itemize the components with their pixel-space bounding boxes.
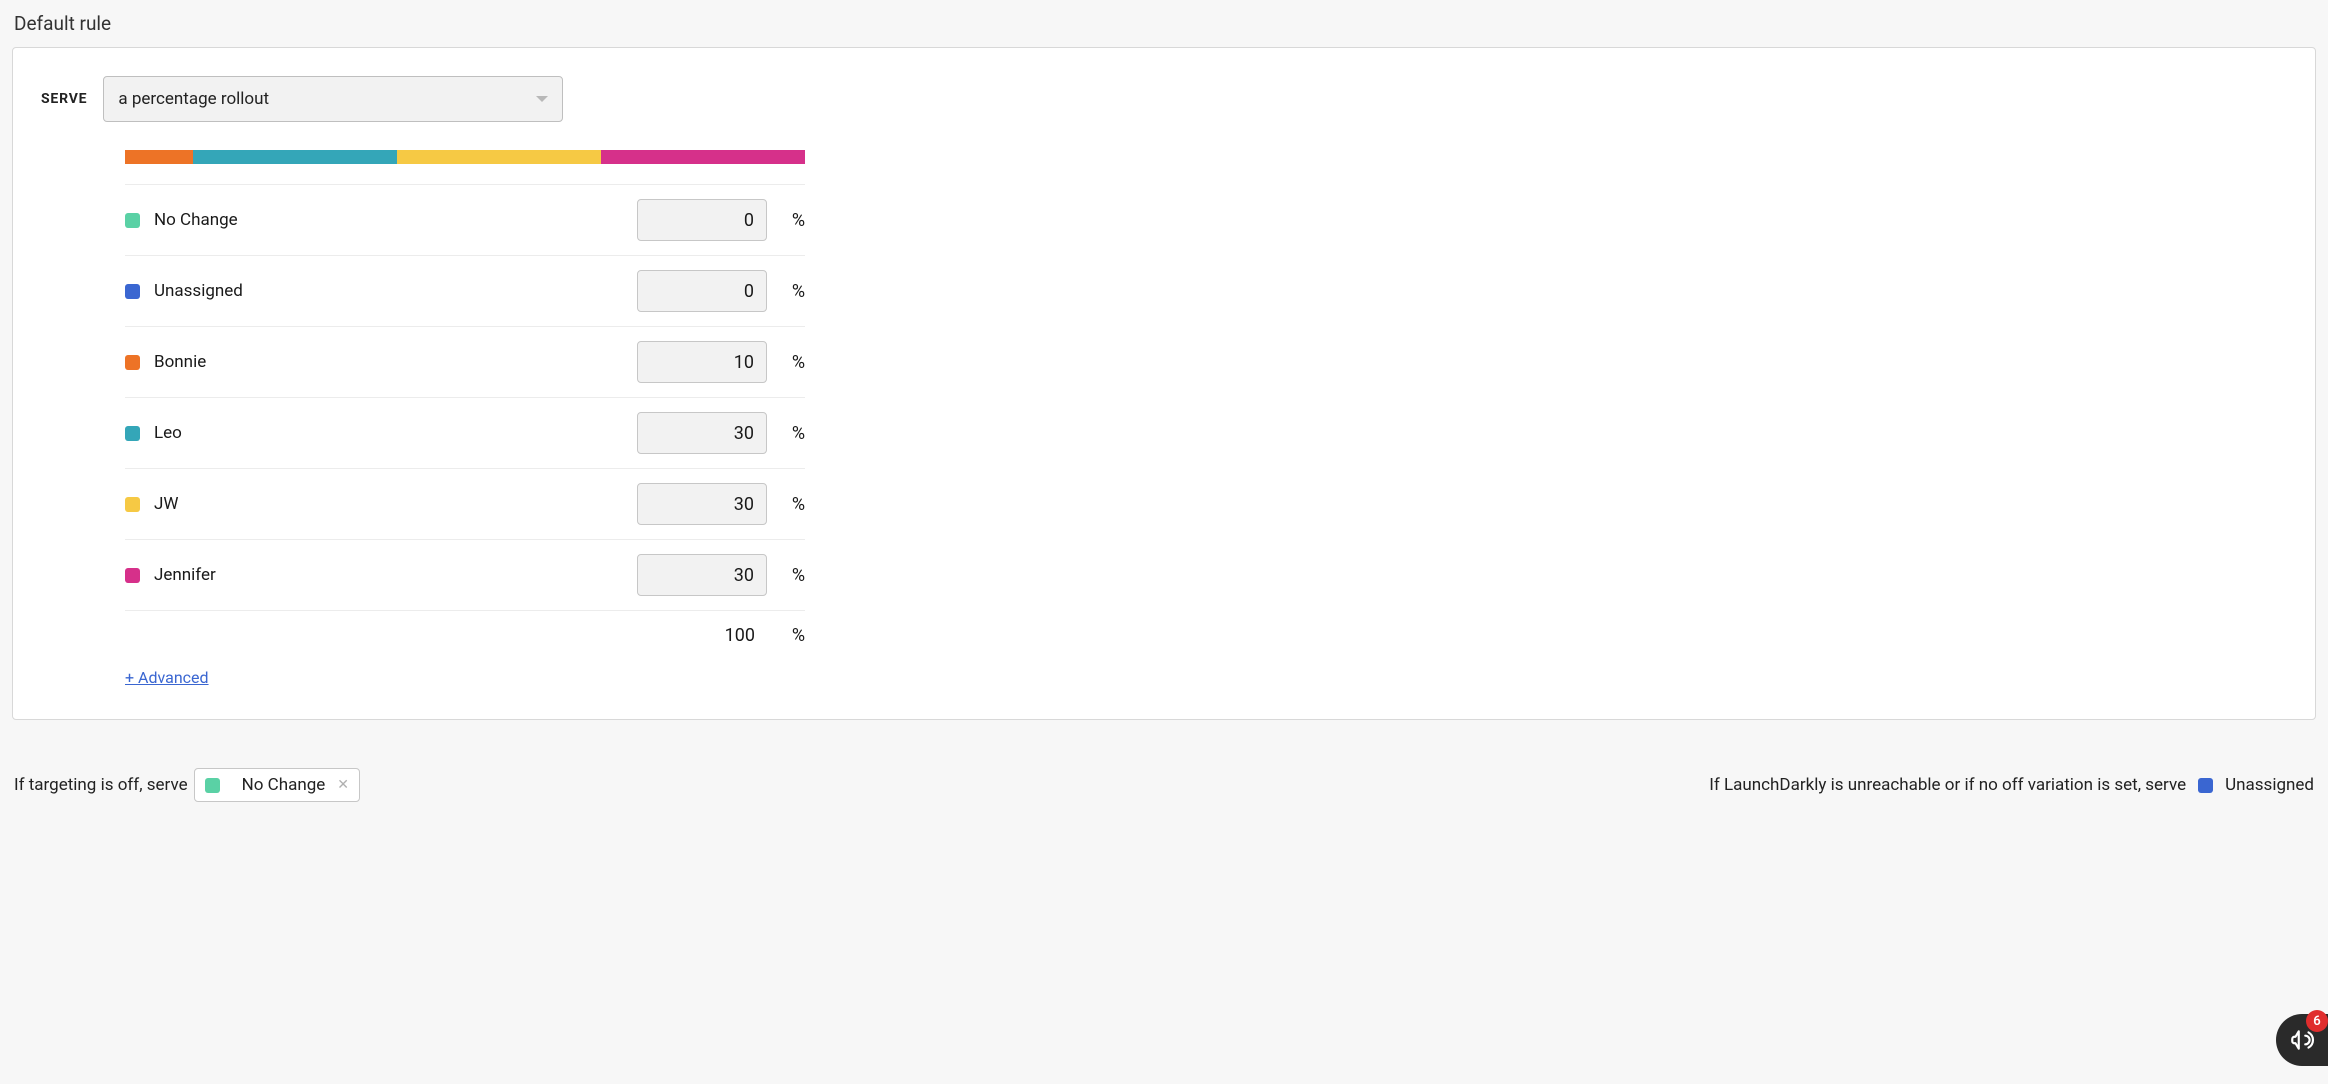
variation-swatch (125, 355, 140, 370)
variation-row: No Change% (125, 184, 805, 255)
variation-label: Unassigned (154, 281, 637, 301)
variation-row: Leo% (125, 397, 805, 468)
targeting-off-value: No Change (242, 775, 326, 795)
bar-segment (397, 150, 601, 164)
variation-list: No Change%Unassigned%Bonnie%Leo%JW%Jenni… (125, 184, 805, 654)
variation-swatch (125, 284, 140, 299)
variation-row: Unassigned% (125, 255, 805, 326)
footer-unreachable-value: Unassigned (2225, 775, 2314, 795)
chevron-down-icon (536, 96, 548, 102)
megaphone-icon (2289, 1027, 2315, 1053)
variation-swatch (125, 213, 140, 228)
rollout-stacked-bar (125, 150, 805, 164)
footer-unreachable-prefix: If LaunchDarkly is unreachable or if no … (1709, 775, 2186, 795)
serve-row: SERVE a percentage rollout (41, 76, 2287, 122)
variation-total-value: 100 (637, 625, 767, 646)
percent-sign: % (777, 565, 805, 586)
default-rule-card: SERVE a percentage rollout No Change%Una… (12, 47, 2316, 720)
footer-targeting-off: If targeting is off, serve No Change ✕ (14, 768, 360, 802)
percent-sign: % (777, 281, 805, 302)
announcements-badge: 6 (2306, 1010, 2328, 1032)
bar-segment (125, 150, 193, 164)
percent-sign: % (777, 625, 805, 646)
footer-unreachable: If LaunchDarkly is unreachable or if no … (1709, 775, 2314, 795)
rollout-area: No Change%Unassigned%Bonnie%Leo%JW%Jenni… (125, 150, 805, 687)
variation-swatch (125, 568, 140, 583)
announcements-button[interactable]: 6 (2276, 1014, 2328, 1066)
variation-row: Jennifer% (125, 539, 805, 610)
clear-icon[interactable]: ✕ (337, 777, 349, 793)
targeting-off-select[interactable]: No Change ✕ (194, 768, 360, 802)
variation-percent-input[interactable] (637, 270, 767, 312)
footer-targeting-off-prefix: If targeting is off, serve (14, 775, 188, 795)
variation-label: JW (154, 494, 637, 514)
variation-percent-input[interactable] (637, 554, 767, 596)
percent-sign: % (777, 423, 805, 444)
variation-row: Bonnie% (125, 326, 805, 397)
variation-total-row: .100% (125, 610, 805, 654)
percent-sign: % (777, 494, 805, 515)
variation-label: Jennifer (154, 565, 637, 585)
bar-segment (193, 150, 397, 164)
variation-swatch (2198, 778, 2213, 793)
variation-percent-input[interactable] (637, 199, 767, 241)
variation-swatch (205, 778, 220, 793)
variation-swatch (125, 426, 140, 441)
serve-label: SERVE (41, 91, 87, 107)
variation-label: No Change (154, 210, 637, 230)
advanced-link[interactable]: + Advanced (125, 668, 209, 687)
variation-percent-input[interactable] (637, 483, 767, 525)
variation-swatch (125, 497, 140, 512)
variation-row: JW% (125, 468, 805, 539)
section-title: Default rule (12, 12, 2316, 35)
bar-segment (601, 150, 805, 164)
variation-label: Leo (154, 423, 637, 443)
serve-select[interactable]: a percentage rollout (103, 76, 563, 122)
variation-label: Bonnie (154, 352, 637, 372)
serve-select-value: a percentage rollout (118, 89, 269, 109)
variation-percent-input[interactable] (637, 412, 767, 454)
footer: If targeting is off, serve No Change ✕ I… (12, 768, 2316, 802)
variation-percent-input[interactable] (637, 341, 767, 383)
percent-sign: % (777, 210, 805, 231)
percent-sign: % (777, 352, 805, 373)
